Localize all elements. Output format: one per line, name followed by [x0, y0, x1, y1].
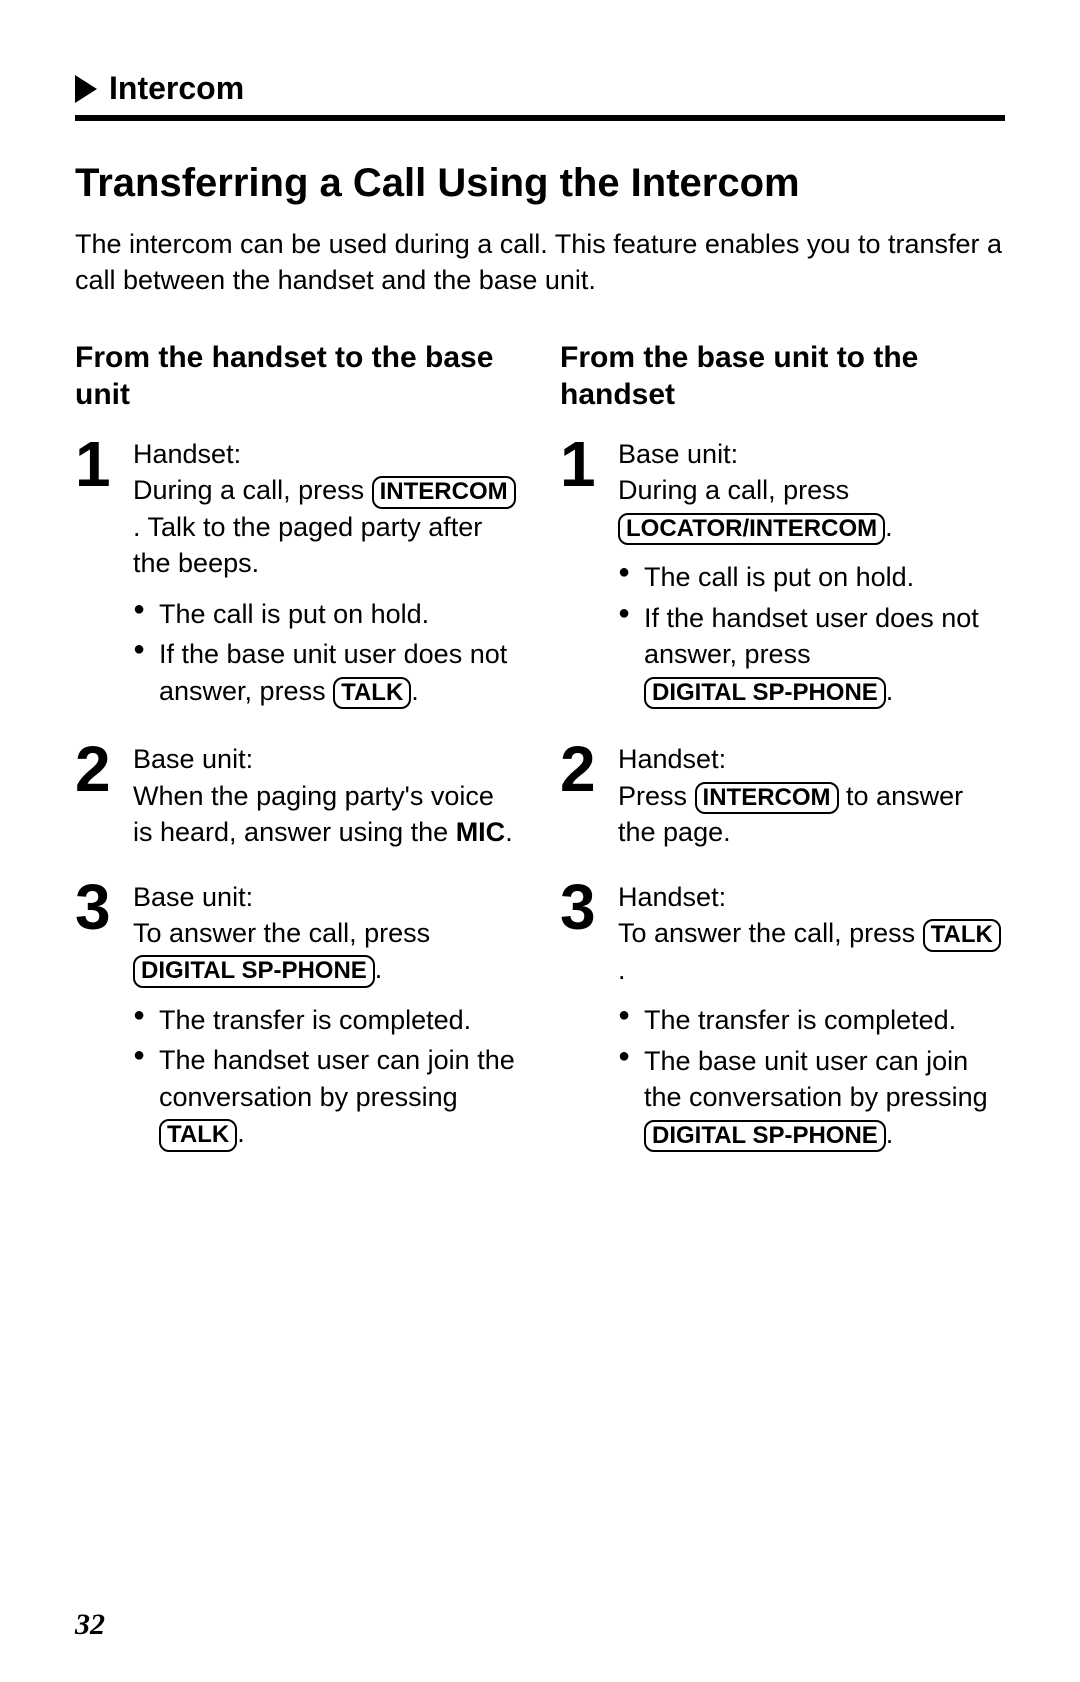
left-column: From the handset to the base unit 1Hands… [75, 339, 520, 1184]
step-number: 1 [75, 436, 119, 713]
bullet-item: The transfer is completed. [133, 1002, 520, 1038]
step-body: Handset:During a call, press INTERCOM. T… [133, 436, 520, 713]
intro-text: The intercom can be used during a call. … [75, 226, 1005, 299]
bullet-item: The call is put on hold. [618, 559, 1005, 595]
key-label: TALK [333, 677, 411, 710]
key-label: INTERCOM [372, 476, 516, 509]
bold-text: MIC [456, 817, 506, 847]
page-title: Transferring a Call Using the Intercom [75, 161, 1005, 206]
section-label: Intercom [109, 70, 244, 107]
bullet-item: If the base unit user does not answer, p… [133, 636, 520, 709]
step: 3Base unit:To answer the call, press DIG… [75, 879, 520, 1156]
right-heading: From the base unit to the handset [560, 339, 1005, 414]
step-device-label: Base unit: [133, 879, 520, 915]
section-header: Intercom [75, 70, 1005, 107]
step-device-label: Handset: [133, 436, 520, 472]
right-steps: 1Base unit:During a call, press LOCATOR/… [560, 436, 1005, 1156]
key-label: LOCATOR/INTERCOM [618, 513, 885, 546]
step-text: To answer the call, press TALK. [618, 918, 1001, 985]
key-label: DIGITAL SP-PHONE [644, 1120, 886, 1153]
step-text: Press INTERCOM to answer the page. [618, 781, 963, 848]
step-number: 2 [560, 741, 604, 850]
step-bullets: The transfer is completed. The base unit … [618, 1002, 1005, 1152]
arrow-right-icon [75, 75, 97, 103]
step-text: During a call, press INTERCOM. Talk to t… [133, 475, 516, 578]
step-bullets: The call is put on hold. If the handset u… [618, 559, 1005, 709]
bullet-item: The handset user can join the conversati… [133, 1042, 520, 1151]
key-label: TALK [159, 1119, 237, 1152]
step: 1Base unit:During a call, press LOCATOR/… [560, 436, 1005, 713]
page-number: 32 [75, 1608, 105, 1642]
step-number: 3 [75, 879, 119, 1156]
step-body: Handset:To answer the call, press TALK.T… [618, 879, 1005, 1156]
step-body: Base unit:During a call, press LOCATOR/I… [618, 436, 1005, 713]
step-text: During a call, press LOCATOR/INTERCOM. [618, 475, 893, 541]
step-number: 3 [560, 879, 604, 1156]
bullet-item: The call is put on hold. [133, 596, 520, 632]
step: 2 Base unit: When the paging party's voice… [75, 741, 520, 850]
step-device-label: Base unit: [618, 436, 1005, 472]
bullet-item: If the handset user does not answer, pre… [618, 600, 1005, 709]
step-device-label: Base unit: [133, 741, 520, 777]
step-text: To answer the call, press DIGITAL SP-PHO… [133, 918, 430, 984]
step-number: 1 [560, 436, 604, 713]
key-label: DIGITAL SP-PHONE [644, 677, 886, 710]
step-body: Base unit: When the paging party's voice … [133, 741, 520, 850]
bullet-item: The transfer is completed. [618, 1002, 1005, 1038]
step-body: Handset: Press INTERCOM to answer the pag… [618, 741, 1005, 850]
step-bullets: The call is put on hold. If the base unit… [133, 596, 520, 709]
step: 1Handset:During a call, press INTERCOM. … [75, 436, 520, 713]
left-steps: 1Handset:During a call, press INTERCOM. … [75, 436, 520, 1156]
step-bullets: The transfer is completed. The handset us… [133, 1002, 520, 1152]
step-body: Base unit:To answer the call, press DIGI… [133, 879, 520, 1156]
key-label: TALK [923, 919, 1001, 952]
step-number: 2 [75, 741, 119, 850]
step-device-label: Handset: [618, 879, 1005, 915]
step: 3Handset:To answer the call, press TALK.… [560, 879, 1005, 1156]
step-device-label: Handset: [618, 741, 1005, 777]
step: 2 Handset: Press INTERCOM to answer the pa… [560, 741, 1005, 850]
bullet-item: The base unit user can join the conversa… [618, 1043, 1005, 1152]
columns: From the handset to the base unit 1Hands… [75, 339, 1005, 1184]
key-label: DIGITAL SP-PHONE [133, 955, 375, 988]
divider [75, 115, 1005, 121]
step-text: When the paging party's voice is heard, … [133, 781, 513, 847]
left-heading: From the handset to the base unit [75, 339, 520, 414]
key-label: INTERCOM [695, 782, 839, 815]
right-column: From the base unit to the handset 1Base … [560, 339, 1005, 1184]
